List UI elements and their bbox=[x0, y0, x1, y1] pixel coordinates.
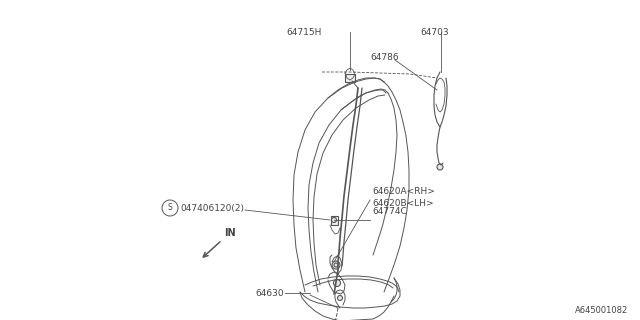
Text: 64620B<LH>: 64620B<LH> bbox=[372, 199, 434, 208]
Text: IN: IN bbox=[224, 228, 236, 238]
Circle shape bbox=[334, 263, 338, 267]
Circle shape bbox=[332, 218, 337, 222]
Text: 64774C: 64774C bbox=[372, 207, 407, 216]
Text: 64703: 64703 bbox=[420, 28, 449, 37]
Circle shape bbox=[337, 295, 342, 300]
Bar bbox=[330, 215, 337, 225]
Text: A645001082: A645001082 bbox=[575, 306, 628, 315]
Text: 64715H: 64715H bbox=[286, 28, 321, 37]
Circle shape bbox=[332, 261, 340, 269]
Bar bbox=[345, 74, 355, 82]
Circle shape bbox=[437, 164, 443, 170]
Text: 64630: 64630 bbox=[255, 289, 284, 298]
Text: 64786: 64786 bbox=[370, 53, 399, 62]
Text: S: S bbox=[168, 204, 172, 212]
Circle shape bbox=[333, 279, 340, 286]
Text: 047406120(2): 047406120(2) bbox=[180, 204, 244, 212]
Text: 64620A<RH>: 64620A<RH> bbox=[372, 187, 435, 196]
